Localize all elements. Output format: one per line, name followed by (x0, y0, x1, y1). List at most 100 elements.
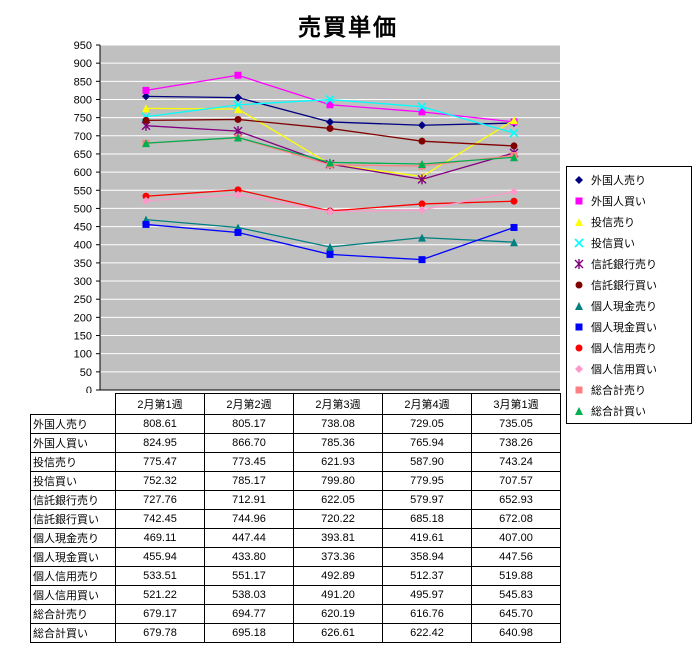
y-axis-tick-label: 700 (74, 131, 92, 143)
legend-marker-icon (575, 323, 583, 330)
square-marker-icon (575, 197, 583, 204)
square-marker-icon (418, 108, 426, 116)
circle-marker-icon (234, 115, 242, 123)
y-axis-tick-label: 150 (74, 331, 92, 343)
chart-data-table: 2月第1週 2月第2週 2月第3週 2月第4週 3月第1週 外国人売り 808.61 805… (30, 393, 561, 643)
table-header-row: 2月第1週 2月第2週 2月第3週 2月第4週 3月第1週 (31, 393, 561, 415)
table-cell: 744.96 (204, 509, 294, 529)
circle-marker-icon (510, 142, 518, 150)
y-axis-tick-label: 250 (74, 294, 92, 306)
circle-marker-icon (418, 200, 426, 208)
table-cell: 512.37 (382, 566, 472, 586)
table-body: 外国人売り 808.61 805.17 738.08 729.05 735.05 外国人買い… (30, 414, 561, 643)
square-marker-icon (510, 223, 518, 231)
table-cell: 521.22 (115, 585, 205, 605)
table-cell: 765.94 (382, 433, 472, 453)
legend-item: 個人信用売り (567, 337, 691, 358)
table-cell: 358.94 (382, 547, 472, 567)
table-cell: 616.76 (382, 604, 472, 624)
x-marker-icon (574, 237, 584, 248)
table-cell: 738.08 (293, 414, 383, 434)
square-marker-icon (142, 220, 150, 228)
table-cell: 621.93 (293, 452, 383, 472)
table-row-label: 総合計買い (30, 623, 116, 643)
table-header-cell: 2月第2週 (204, 393, 294, 415)
table-cell: 626.61 (293, 623, 383, 643)
legend-label: 外国人買い (591, 195, 646, 208)
legend-item: 投信売り (567, 211, 691, 232)
table-row: 2月第1週 2月第2週 2月第3週 2月第4週 3月第1週 (31, 393, 561, 415)
legend-marker-icon (575, 406, 583, 415)
y-axis-labels: 0 50 100 150 200 250 300 350 400 450 500 550 600 650 7… (74, 40, 100, 396)
table-cell: 742.45 (115, 509, 205, 529)
triangle-marker-icon (418, 233, 426, 242)
table-cell: 866.70 (204, 433, 294, 453)
table-cell: 495.97 (382, 585, 472, 605)
square-marker-icon (142, 86, 150, 94)
table-row-label: 投信売り (30, 452, 116, 472)
y-axis-tick-label: 750 (74, 113, 92, 125)
y-axis-tick-label: 400 (74, 240, 92, 252)
table-row: 個人現金買い 455.94 433.80 373.36 358.94 447.56 (30, 547, 561, 567)
table-cell: 393.81 (293, 528, 383, 548)
table-row-label: 個人現金買い (30, 547, 116, 567)
legend-label: 個人現金売り (591, 300, 657, 313)
legend-marker-icon (574, 237, 584, 248)
circle-marker-icon (234, 186, 242, 194)
table-cell: 679.78 (115, 623, 205, 643)
y-axis-tick-label: 100 (74, 349, 92, 361)
circle-marker-icon (142, 192, 150, 200)
legend-label: 総合計売り (591, 384, 646, 397)
legend-item: 個人現金売り (567, 295, 691, 316)
table-cell: 805.17 (204, 414, 294, 434)
triangle-marker-icon (575, 301, 583, 310)
triangle-marker-icon (510, 153, 518, 162)
table-cell: 447.56 (471, 547, 561, 567)
triangle-marker-icon (510, 116, 518, 125)
table-cell: 622.42 (382, 623, 472, 643)
y-axis-tick-label: 0 (86, 385, 92, 396)
table-cell: 640.98 (471, 623, 561, 643)
table-cell: 720.22 (293, 509, 383, 529)
legend-label: 信託銀行買い (591, 279, 657, 292)
table-cell: 729.05 (382, 414, 472, 434)
table-cell: 469.11 (115, 528, 205, 548)
table-cell: 433.80 (204, 547, 294, 567)
table-row: 個人信用買い 521.22 538.03 491.20 495.97 545.83 (30, 585, 561, 605)
table-header-cell: 3月第1週 (471, 393, 561, 415)
legend-item: 総合計売り (567, 379, 691, 400)
table-row: 総合計買い 679.78 695.18 626.61 622.42 640.98 (30, 623, 561, 643)
table-cell: 587.90 (382, 452, 472, 472)
table-cell: 799.80 (293, 471, 383, 491)
table-cell: 373.36 (293, 547, 383, 567)
table-header-cell: 2月第1週 (115, 393, 205, 415)
legend-marker-icon (574, 258, 584, 269)
table-cell: 672.08 (471, 509, 561, 529)
legend-marker-icon (575, 386, 583, 393)
table-cell: 492.89 (293, 566, 383, 586)
table-row: 個人現金売り 469.11 447.44 393.81 419.61 407.00 (30, 528, 561, 548)
y-axis-tick-label: 600 (74, 167, 92, 179)
table-corner-cell (31, 394, 116, 415)
legend-marker-icon (575, 197, 583, 204)
series-5 (142, 115, 518, 150)
triangle-marker-icon (142, 139, 150, 148)
table-cell: 738.26 (471, 433, 561, 453)
circle-marker-icon (142, 116, 150, 124)
diamond-marker-icon (418, 121, 426, 130)
y-axis-tick-label: 650 (74, 149, 92, 161)
chart-legend: 外国人売り 外国人買い 投信売り 投信買い 信託銀行売り 信託銀行買い 個人現金売り 個人現金… (566, 166, 692, 424)
legend-item: 個人現金買い (567, 316, 691, 337)
asterisk-marker-icon (417, 174, 427, 185)
triangle-marker-icon (142, 104, 150, 113)
square-marker-icon (418, 256, 426, 264)
table-row: 外国人買い 824.95 866.70 785.36 765.94 738.26 (30, 433, 561, 453)
legend-item: 投信買い (567, 232, 691, 253)
table-cell: 775.47 (115, 452, 205, 472)
table-row-label: 外国人売り (30, 414, 116, 434)
legend-label: 信託銀行売り (591, 258, 657, 271)
circle-marker-icon (418, 137, 426, 145)
table-cell: 491.20 (293, 585, 383, 605)
y-axis-tick-label: 450 (74, 222, 92, 234)
circle-marker-icon (326, 124, 334, 132)
